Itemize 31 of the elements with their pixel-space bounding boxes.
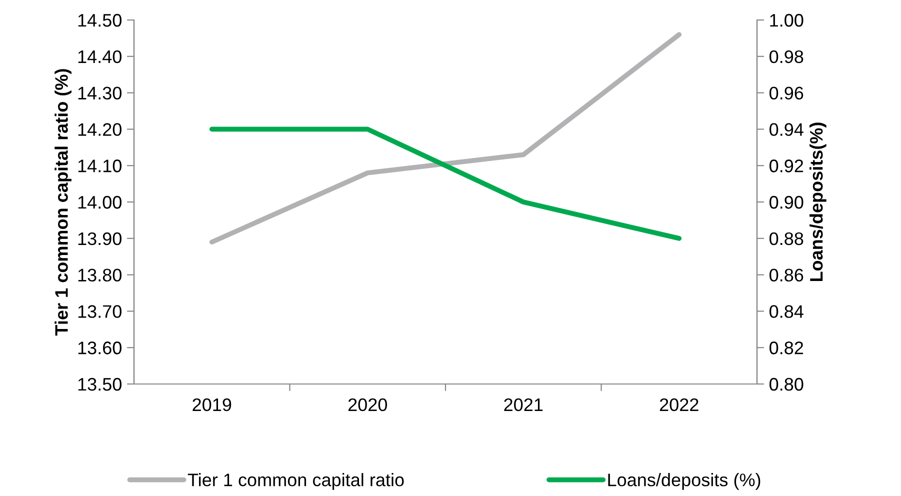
- y-tick-label: 13.90: [78, 232, 122, 246]
- y-tick-label: 13.80: [78, 268, 122, 282]
- y2-tick-label: 0.82: [770, 342, 804, 354]
- y-axis-title: Tier 1 common capital ratio (%): [54, 69, 72, 336]
- legend-label: Loans/deposits (%): [608, 473, 760, 490]
- y2-tick-label: 1.00: [770, 14, 804, 27]
- y-tick-label: 14.20: [78, 123, 122, 136]
- x-tick-label: 2021: [504, 398, 543, 412]
- y2-tick-label: 0.86: [770, 268, 804, 282]
- legend-label: Tier 1 common capital ratio: [188, 473, 404, 490]
- y-tick-label: 14.00: [78, 196, 122, 209]
- y-tick-label: 14.30: [78, 86, 122, 100]
- y-tick-label: 13.70: [78, 305, 122, 318]
- y-tick-label: 14.10: [78, 160, 122, 172]
- y2-tick-label: 0.84: [770, 305, 804, 318]
- y2-tick-label: 0.90: [770, 196, 804, 209]
- y-tick-label: 14.40: [78, 50, 122, 64]
- y2-tick-label: 0.94: [770, 123, 804, 136]
- line-series: [209, 32, 682, 244]
- y2-tick-label: 0.98: [770, 50, 804, 64]
- x-tick-label: 2019: [192, 398, 232, 412]
- y-tick-label: 14.50: [78, 14, 122, 27]
- y2-tick-label: 0.96: [770, 86, 804, 100]
- y2-tick-label: 0.92: [770, 160, 804, 172]
- y2-tick-label: 0.88: [770, 232, 804, 246]
- y-tick-label: 13.50: [78, 378, 122, 391]
- x-tick-label: 2022: [660, 398, 698, 412]
- y2-tick-label: 0.80: [770, 378, 804, 391]
- y-tick-label: 13.60: [78, 342, 122, 354]
- y2-axis-title: Loans/deposits(%): [810, 122, 826, 282]
- x-tick-label: 2020: [348, 398, 388, 412]
